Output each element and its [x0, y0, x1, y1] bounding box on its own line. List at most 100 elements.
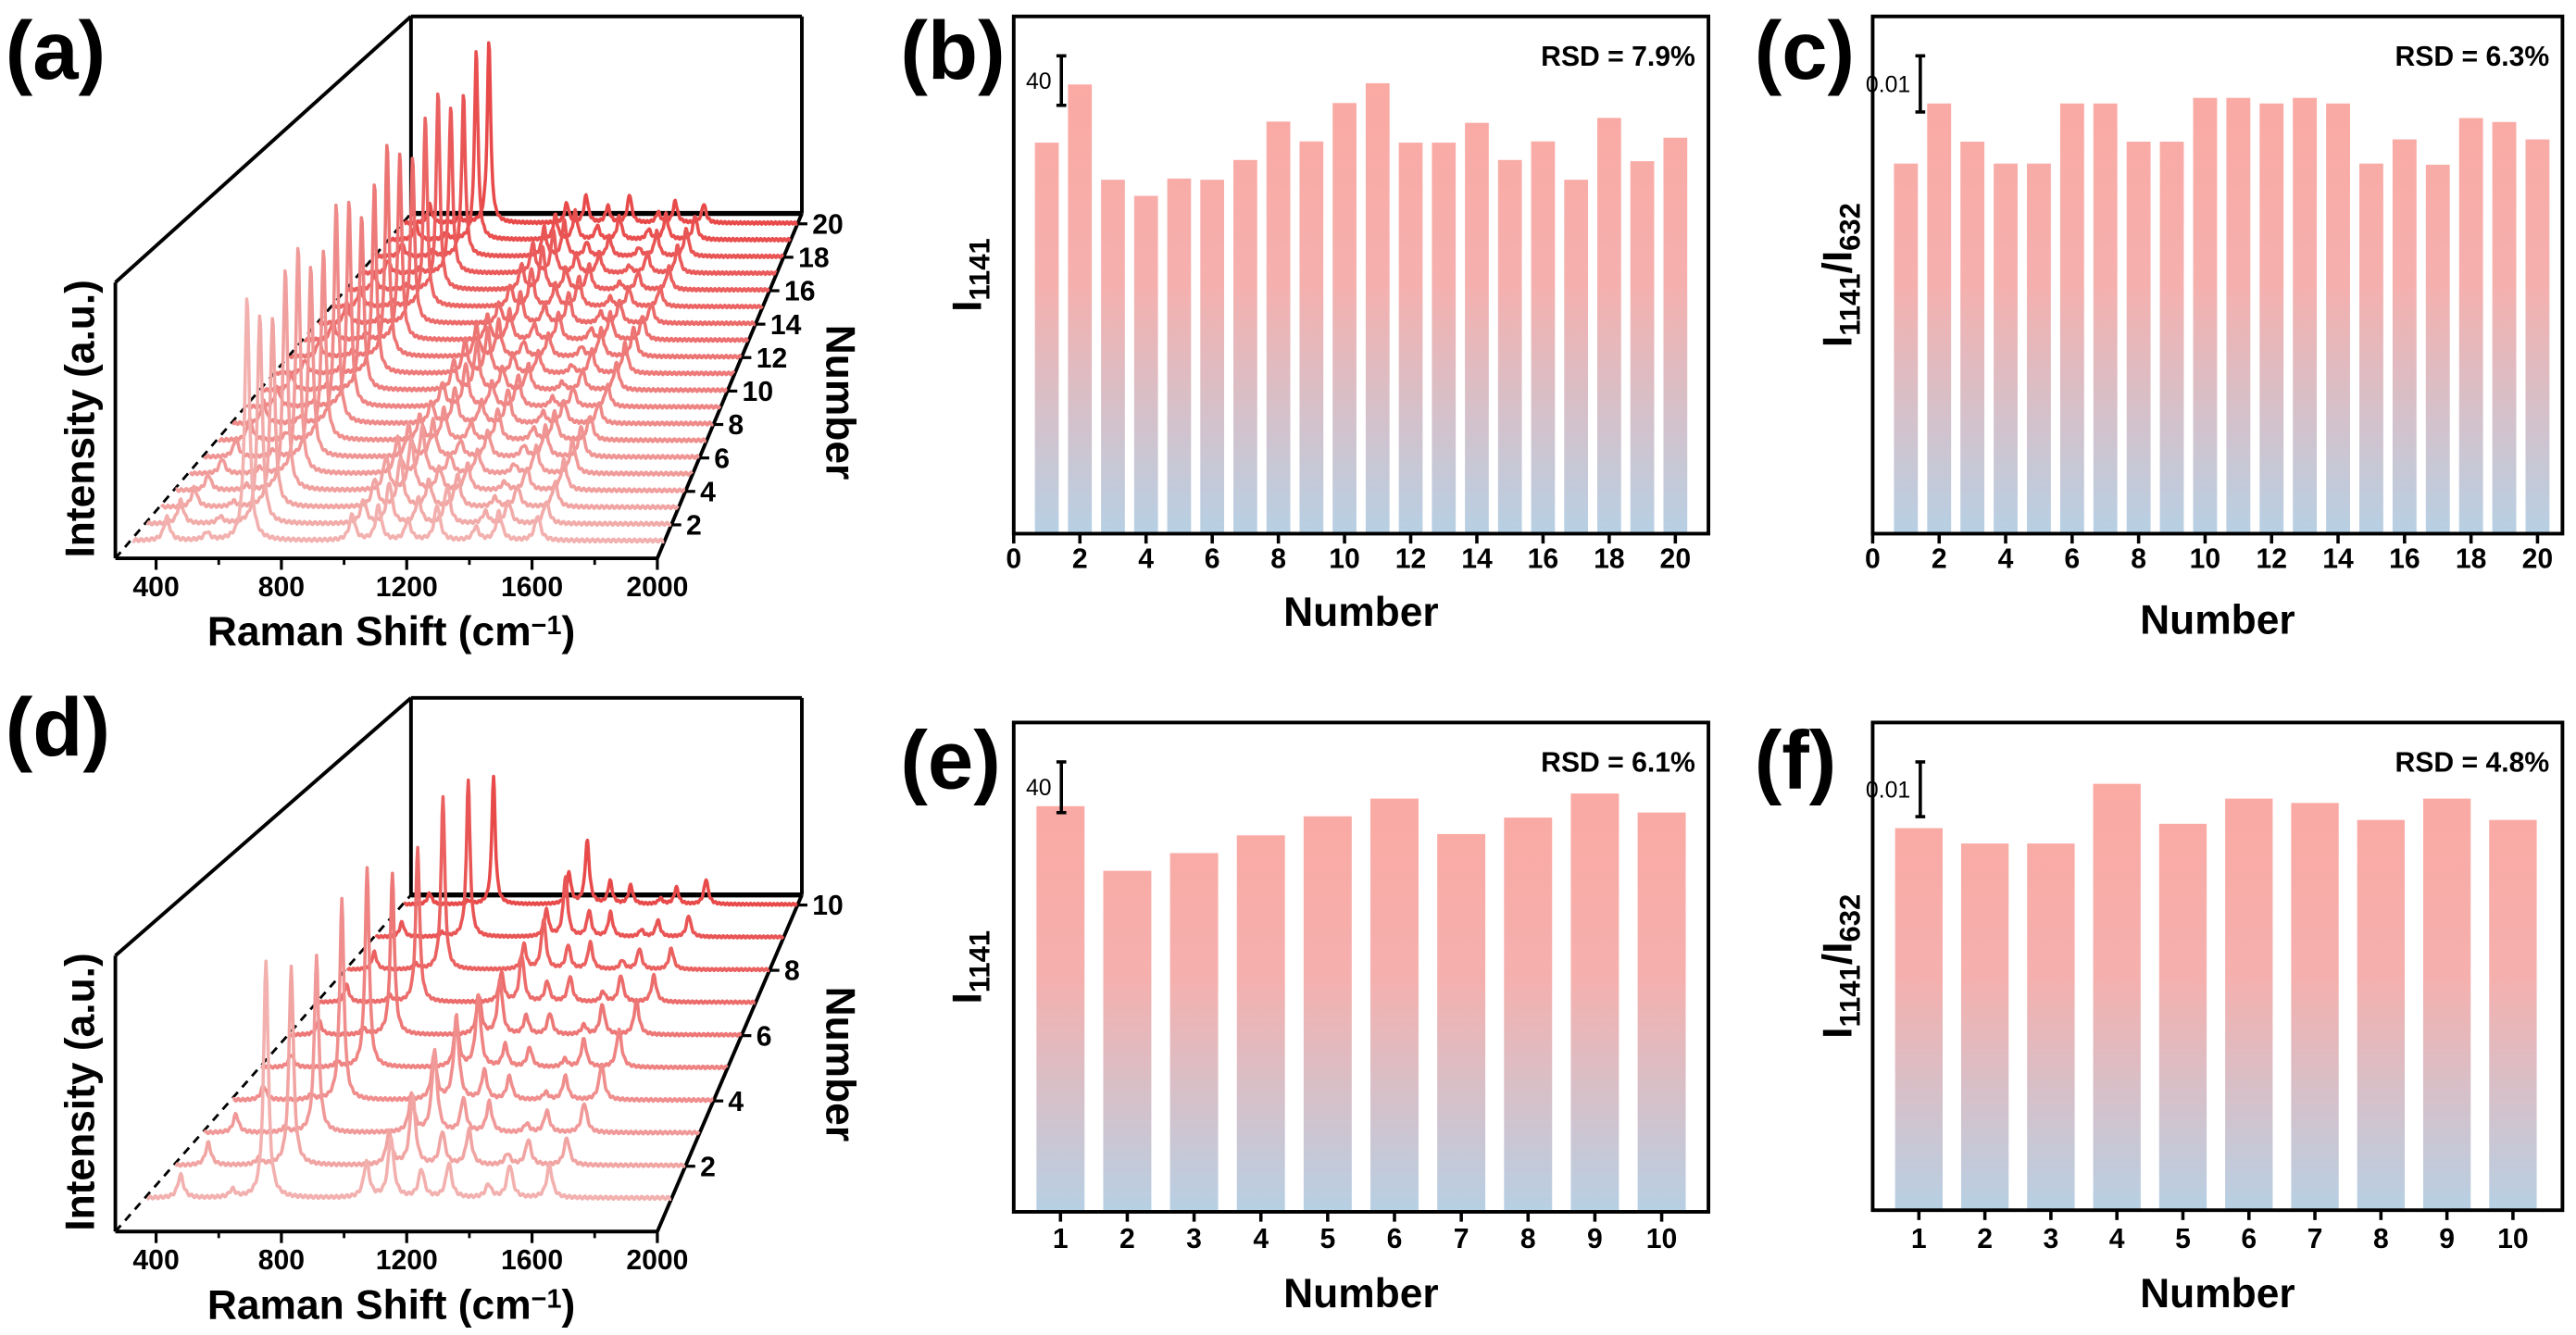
x-tick-label: 6	[1205, 544, 1220, 575]
bar	[1504, 817, 1553, 1211]
bar	[2492, 121, 2517, 532]
number-axis	[656, 212, 804, 559]
bar	[2425, 164, 2450, 532]
x-tick-label: 8	[2373, 1224, 2389, 1254]
left-wall-top	[114, 696, 413, 957]
spectrum-line	[218, 249, 707, 443]
scale-bar-label: 0.01	[1866, 73, 1910, 98]
x-tick-label: 1600	[501, 1245, 563, 1276]
number-tick-label: 8	[784, 956, 800, 987]
panel-label: (d)	[6, 681, 110, 773]
label-segment: I	[944, 301, 990, 312]
label-segment: I	[1815, 1027, 1860, 1038]
bar	[1564, 180, 1589, 532]
label-segment: )	[562, 1282, 576, 1328]
x-tick-label: 4	[1138, 544, 1154, 575]
superscript: −1	[531, 611, 562, 641]
x-tick-label: 2	[1977, 1224, 1993, 1254]
subscript: 1141	[1834, 273, 1867, 335]
x-tick-label: 400	[132, 572, 179, 603]
x-tick-label: 1	[1911, 1224, 1927, 1254]
bar	[2093, 783, 2141, 1209]
x-tick-label: 8	[2131, 544, 2146, 575]
x-tick-label: 2	[1119, 1224, 1135, 1254]
spectrum-line	[231, 203, 715, 427]
left-wall-top	[114, 15, 413, 284]
number-axis-label: Number	[818, 325, 863, 480]
y-axis-label: I1141	[944, 238, 995, 312]
bar	[2458, 118, 2483, 532]
panel-label: (c)	[1755, 5, 1855, 96]
bar	[1597, 118, 1621, 532]
x-tick-label: 14	[1461, 544, 1493, 575]
number-tick-label: 4	[728, 1087, 744, 1117]
plot-frame	[1870, 720, 2565, 1213]
x-tick-label: 16	[2389, 544, 2420, 575]
x-tick-label: 1	[1053, 1224, 1069, 1254]
bar	[1101, 180, 1125, 532]
bar	[1303, 816, 1352, 1211]
bar	[1894, 828, 1943, 1209]
x-tick-label: 4	[1253, 1224, 1269, 1254]
superscript: −1	[531, 1285, 562, 1315]
bar	[2489, 819, 2537, 1209]
bar	[2027, 163, 2051, 532]
subscript: 1141	[964, 930, 996, 992]
x-tick-label: 6	[1387, 1224, 1403, 1254]
bar	[2422, 798, 2471, 1209]
bar	[1437, 833, 1486, 1211]
bar	[1465, 122, 1489, 532]
spectrum-line	[146, 959, 672, 1202]
number-tick-label: 16	[784, 277, 816, 307]
x-tick-label: 3	[1186, 1224, 1202, 1254]
bar	[1200, 180, 1225, 532]
spectrum-line	[203, 266, 701, 460]
spectrum-line	[403, 774, 799, 907]
bar	[2291, 803, 2339, 1209]
x-tick-label: 12	[1395, 544, 1427, 575]
x-tick-label: 7	[1454, 1224, 1469, 1254]
bar	[1233, 159, 1257, 532]
bar	[2193, 97, 2218, 532]
x-tick-label: 8	[1520, 1224, 1536, 1254]
x-tick-label: 18	[2456, 544, 2487, 575]
spectrum-line	[260, 866, 729, 1071]
x-tick-label: 4	[2109, 1224, 2125, 1254]
spectrum-line	[345, 794, 771, 973]
bar	[1133, 195, 1158, 532]
x-tick-label: 9	[2439, 1224, 2455, 1254]
bar	[1497, 159, 1522, 532]
x-tick-label: 0	[1865, 544, 1881, 575]
x-tick-label: 1200	[376, 572, 438, 603]
x-tick-label: 1200	[376, 1245, 438, 1276]
number-axis	[656, 893, 804, 1233]
bar	[1266, 121, 1291, 532]
bar	[1663, 137, 1688, 532]
x-tick-label: 6	[2241, 1224, 2257, 1254]
scale-bar-label: 0.01	[1866, 778, 1910, 803]
x-tick-label: 4	[1998, 544, 2014, 575]
subscript: 1141	[964, 238, 996, 300]
bar	[1531, 141, 1556, 532]
x-tick-label: 18	[1594, 544, 1625, 575]
plot-frame	[1011, 14, 1711, 536]
number-axis-label: Number	[818, 987, 863, 1142]
scale-bar-label: 40	[1026, 69, 1052, 94]
bar	[1169, 853, 1219, 1211]
plot-frame	[1870, 14, 2565, 536]
bar	[2027, 843, 2075, 1209]
bar	[1994, 163, 2018, 532]
bar	[1432, 143, 1457, 532]
label-segment: I	[1815, 336, 1860, 347]
spectrum-line	[374, 778, 785, 940]
label-segment: I	[944, 992, 990, 1004]
subscript: 632	[1834, 203, 1867, 251]
bar	[2159, 142, 2184, 532]
subscript: 1141	[1834, 965, 1867, 1027]
number-tick-label: 18	[798, 243, 830, 274]
bar	[1036, 805, 1085, 1211]
rsd-annotation: RSD = 4.8%	[2395, 748, 2549, 779]
panel-label: (e)	[900, 714, 1000, 805]
spectrum-line	[318, 845, 757, 1005]
label-segment: Raman Shift (cm	[207, 609, 531, 655]
